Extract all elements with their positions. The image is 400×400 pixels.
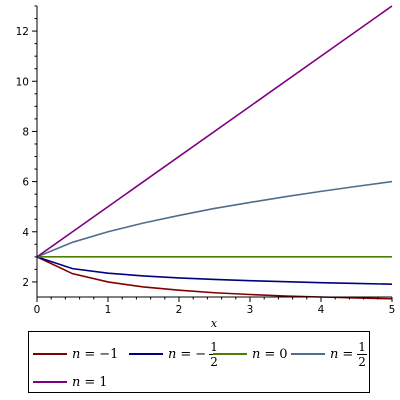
- legend-equals: =: [180, 346, 192, 362]
- y-tick-label: 8: [22, 126, 29, 138]
- legend-value: 1: [99, 374, 108, 390]
- legend-swatch-n-minus-half: [129, 353, 163, 355]
- fraction-numerator: 1: [357, 339, 367, 355]
- legend-value: 0: [279, 346, 288, 362]
- legend-var: n: [72, 374, 81, 390]
- x-tick-label: 1: [105, 304, 112, 316]
- legend-item-n-minus-half: n = − 1 2: [129, 341, 219, 369]
- y-tick-label: 12: [16, 26, 29, 38]
- x-axis-label: x: [211, 317, 218, 330]
- legend-item-n-minus-1: n = −1: [33, 342, 118, 366]
- legend-swatch-n-minus-1: [33, 353, 67, 355]
- legend-equals: =: [264, 346, 276, 362]
- legend-var: n: [168, 346, 177, 362]
- y-tick-label: 10: [16, 76, 29, 88]
- x-tick-label: 3: [247, 304, 254, 316]
- series-line-3: [36, 180, 393, 258]
- series-line-0: [36, 256, 393, 300]
- fraction-denominator: 2: [210, 354, 218, 369]
- series-layer: [36, 5, 393, 300]
- legend-swatch-n-0: [213, 353, 247, 355]
- series-line-1: [36, 256, 393, 286]
- series-line-4: [36, 5, 393, 258]
- legend-var: n: [252, 346, 261, 362]
- legend-var: n: [72, 346, 81, 362]
- x-tick-label: 0: [34, 304, 41, 316]
- fraction-denominator: 2: [358, 354, 366, 369]
- legend-item-n-1: n = 1: [33, 370, 108, 394]
- legend-value: −1: [99, 346, 119, 362]
- x-tick-label: 5: [389, 304, 396, 316]
- legend-equals: =: [84, 346, 96, 362]
- legend-fraction: 1 2: [357, 341, 367, 368]
- y-tick-label: 4: [22, 227, 29, 239]
- legend-minus-sign: −: [195, 346, 207, 362]
- y-tick-label: 2: [22, 277, 29, 289]
- legend-swatch-n-half: [291, 353, 325, 355]
- x-tick-label: 2: [176, 304, 183, 316]
- legend-item-n-0: n = 0: [213, 342, 288, 366]
- legend-item-n-half: n = 1 2: [291, 341, 367, 368]
- legend-var: n: [330, 346, 339, 362]
- legend-swatch-n-1: [33, 381, 67, 383]
- legend-equals: =: [342, 346, 354, 362]
- legend-equals: =: [84, 374, 96, 390]
- x-tick-label: 4: [318, 304, 325, 316]
- y-tick-label: 6: [22, 177, 29, 189]
- legend: n = −1 n = − 1 2 n = 0 n = 1: [28, 331, 370, 393]
